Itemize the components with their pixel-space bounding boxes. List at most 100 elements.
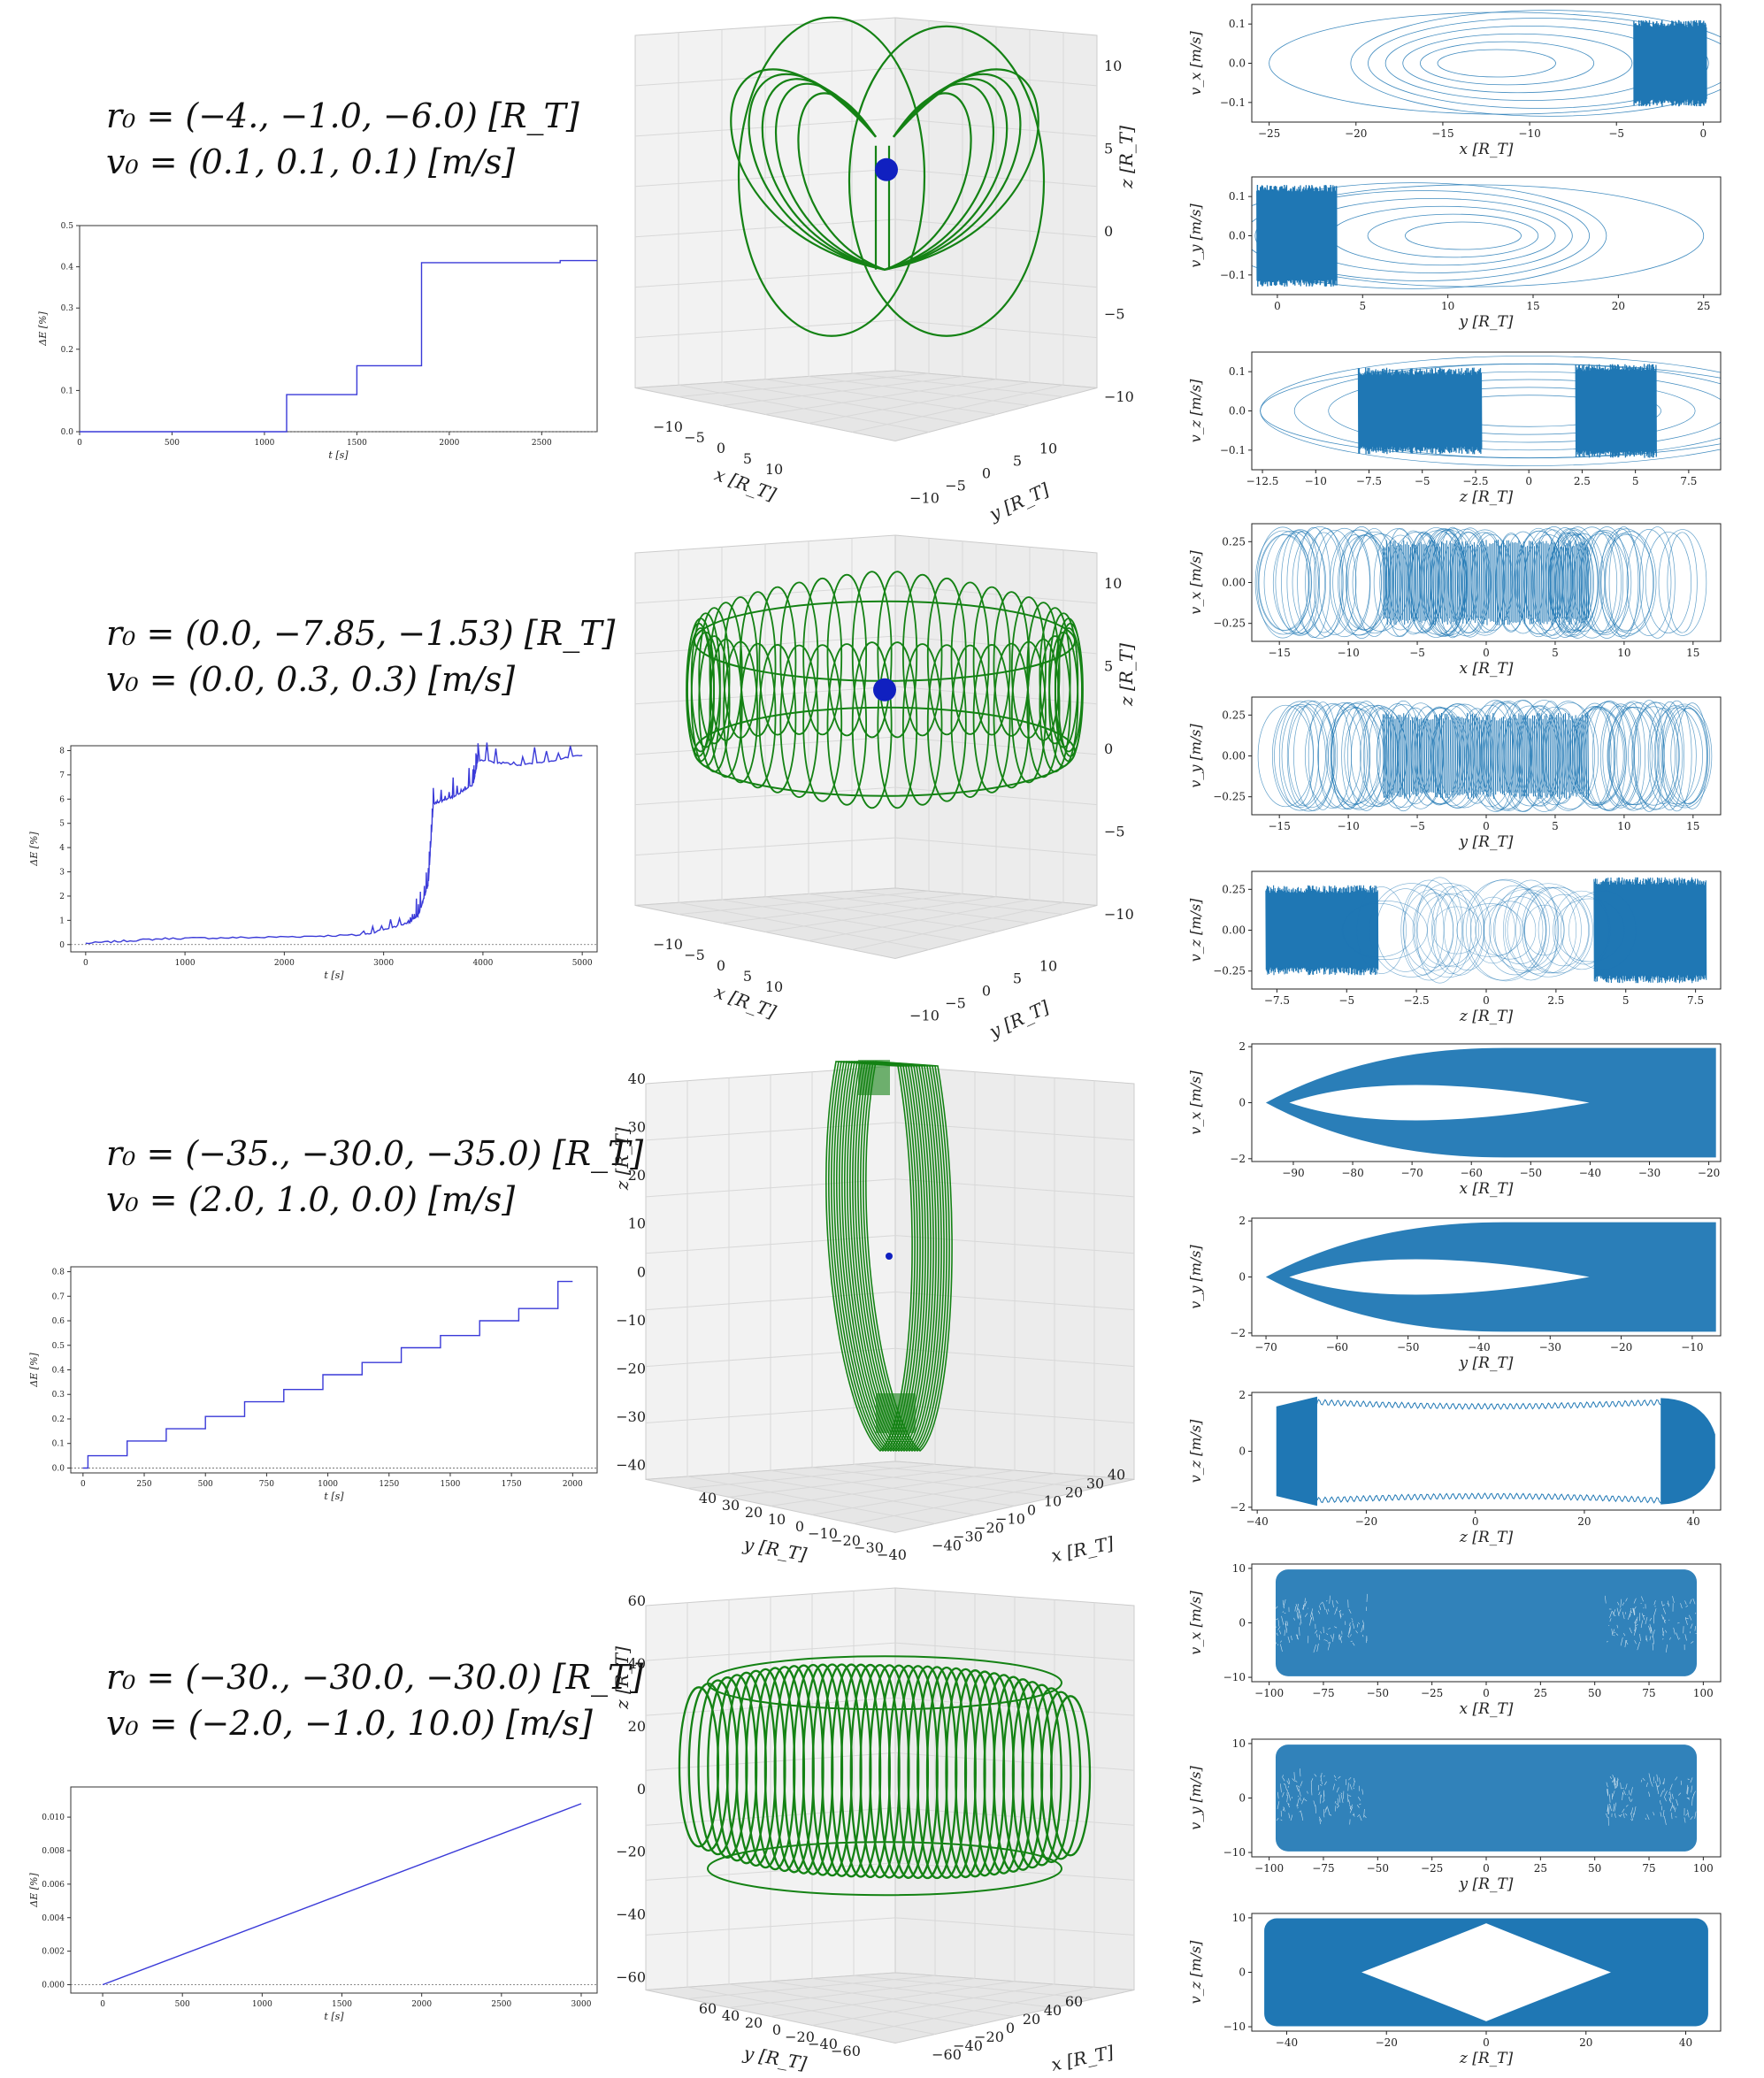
phase-trajectory: [1265, 1047, 1716, 1158]
phase-loop: [1475, 904, 1522, 956]
phase-xtick-label: −7.5: [1356, 475, 1382, 487]
phase-xtick-label: −10: [1305, 475, 1327, 487]
phase-ytick-label: 0.1: [1229, 365, 1246, 378]
phase-xtick-label: −50: [1367, 1862, 1389, 1875]
3d-zlabel: z [R_T]: [1116, 126, 1137, 189]
orbit-loop: [926, 644, 967, 802]
energy-ytick-label: 4: [59, 844, 65, 853]
energy-axes-frame: [70, 745, 598, 953]
3d-ytick-label: 40: [699, 1490, 717, 1507]
energy-xtick-label: 1500: [347, 439, 367, 448]
phase-hollow-region: [1289, 1085, 1590, 1121]
phase-xtick-label: 2.5: [1547, 994, 1564, 1007]
energy-ytick-label: 0.5: [52, 1342, 65, 1351]
phase-xtick-label: 15: [1686, 820, 1699, 832]
3d-xlabel: x [R_T]: [1049, 1532, 1116, 1566]
phase-loop: [1331, 702, 1388, 810]
3d-ylabel: y [R_T]: [741, 1533, 809, 1565]
phase-loop: [1608, 526, 1639, 639]
phase-loop: [1555, 526, 1600, 639]
3d-ztick-label: 0: [637, 1781, 646, 1798]
orbit-loop: [993, 591, 1031, 737]
phase-trajectory: [1265, 877, 1707, 984]
3d-ytick-label: 10: [1039, 441, 1057, 457]
3d-ztick-label: 5: [1104, 140, 1113, 157]
orbit-loop: [877, 641, 918, 809]
phase-loop: [1470, 896, 1515, 964]
phase-xtick-label: 20: [1579, 2036, 1592, 2049]
3d-xtick-label: −60: [932, 2046, 962, 2063]
phase-ytick-label: −0.1: [1220, 269, 1246, 281]
phase-xtick-label: −25: [1421, 1687, 1443, 1699]
phase-loop: [1667, 532, 1698, 633]
3d-ztick-label: −40: [616, 1906, 646, 1923]
3d-grid-line: [645, 1122, 896, 1141]
3d-ztick-label: 0: [637, 1263, 646, 1280]
3d-grid-line: [853, 1974, 1095, 1999]
3d-grid-line: [645, 1752, 896, 1771]
orbit-loop: [847, 25, 1046, 337]
v0-label: v₀ = (2.0, 1.0, 0.0) [m/s]: [106, 1180, 516, 1219]
phase-loop: [1599, 528, 1654, 637]
3d-ztick-label: 5: [1104, 657, 1113, 674]
energy-xtick-label: 2500: [491, 2000, 511, 2009]
phase-xtick-label: 5: [1359, 300, 1366, 312]
phase-xtick-label: 40: [1679, 2036, 1692, 2049]
phase-hatch: [1274, 1593, 1697, 1653]
3d-xtick-label: 60: [1065, 1993, 1083, 2010]
energy-xtick-label: 1000: [252, 2000, 272, 2009]
orbit-loop: [739, 591, 777, 737]
phase-hatch: [1276, 1768, 1697, 1826]
phase-loop: [1344, 705, 1400, 807]
phase-xtick-label: −40: [1468, 1341, 1490, 1353]
phase-loop: [1495, 533, 1528, 632]
3d-grid-line: [645, 1862, 896, 1881]
3d-ztick-label: −40: [616, 1457, 646, 1474]
phase-ylabel: v_y [m/s]: [1187, 724, 1204, 788]
phase-xtick-label: 0: [1483, 994, 1490, 1007]
phase-loop: [1351, 705, 1407, 807]
phase-dense-region: [1593, 877, 1707, 984]
3d-zlabel: z [R_T]: [611, 1646, 633, 1710]
phase-xtick-label: −2.5: [1462, 475, 1488, 487]
energy-ytick-label: 0.010: [42, 1813, 65, 1822]
energy-xtick-label: 750: [259, 1480, 274, 1489]
phase-loop: [1281, 530, 1316, 635]
3d-ztick-label: −20: [616, 1844, 646, 1860]
3d-ytick-label: −40: [877, 1546, 907, 1563]
phase-loop: [1613, 702, 1665, 809]
orbit-loop: [737, 16, 926, 337]
phase-xtick-label: 2.5: [1574, 475, 1591, 487]
phase-loop: [1489, 889, 1565, 971]
phase-loop: [1599, 528, 1640, 637]
phase-xtick-label: 10: [1617, 820, 1630, 832]
3d-xtick-label: −5: [684, 947, 705, 963]
phase-loop: [1451, 532, 1486, 633]
energy-ylabel: ΔE [%]: [37, 311, 49, 347]
orbit-loop: [1049, 1695, 1092, 1857]
orbit-loop: [802, 577, 843, 736]
phase-plot-4-3: −40 −20 0 20 40 10 0 −10 z [R_T] v_z [m/s]: [1187, 1912, 1722, 2067]
orbit-loop: [1040, 1691, 1082, 1860]
energy-xtick-label: 2000: [274, 959, 295, 968]
3d-grid-line: [634, 269, 896, 288]
phase-loop: [1628, 706, 1680, 806]
phase-xtick-label: 7.5: [1680, 475, 1697, 487]
3d-xtick-label: 20: [1023, 2011, 1040, 2028]
energy-xtick-label: 0: [77, 439, 82, 448]
3d-ytick-label: −30: [854, 1539, 884, 1556]
phase-loop: [1585, 526, 1629, 639]
3d-grid-line: [894, 219, 1098, 238]
energy-xtick-label: 1000: [175, 959, 196, 968]
orbit-loop: [1055, 617, 1083, 753]
phase-plot-3-1: −90 −80 −70 −60 −50 −40 −30 −20 2 0 −2 x [R_T] v_x […: [1187, 1040, 1722, 1198]
3d-xtick-label: −30: [953, 1528, 983, 1545]
orbit-loop: [758, 586, 797, 736]
phase-loop: [1332, 529, 1388, 636]
phase-xtick-label: 50: [1588, 1687, 1601, 1699]
energy-xtick-label: 1250: [379, 1480, 399, 1489]
phase-filled-region: [1660, 1398, 1715, 1505]
phase-ytick-label: −0.25: [1213, 791, 1246, 803]
energy-ytick-label: 0.4: [52, 1367, 65, 1376]
phase-loop: [1538, 893, 1589, 967]
